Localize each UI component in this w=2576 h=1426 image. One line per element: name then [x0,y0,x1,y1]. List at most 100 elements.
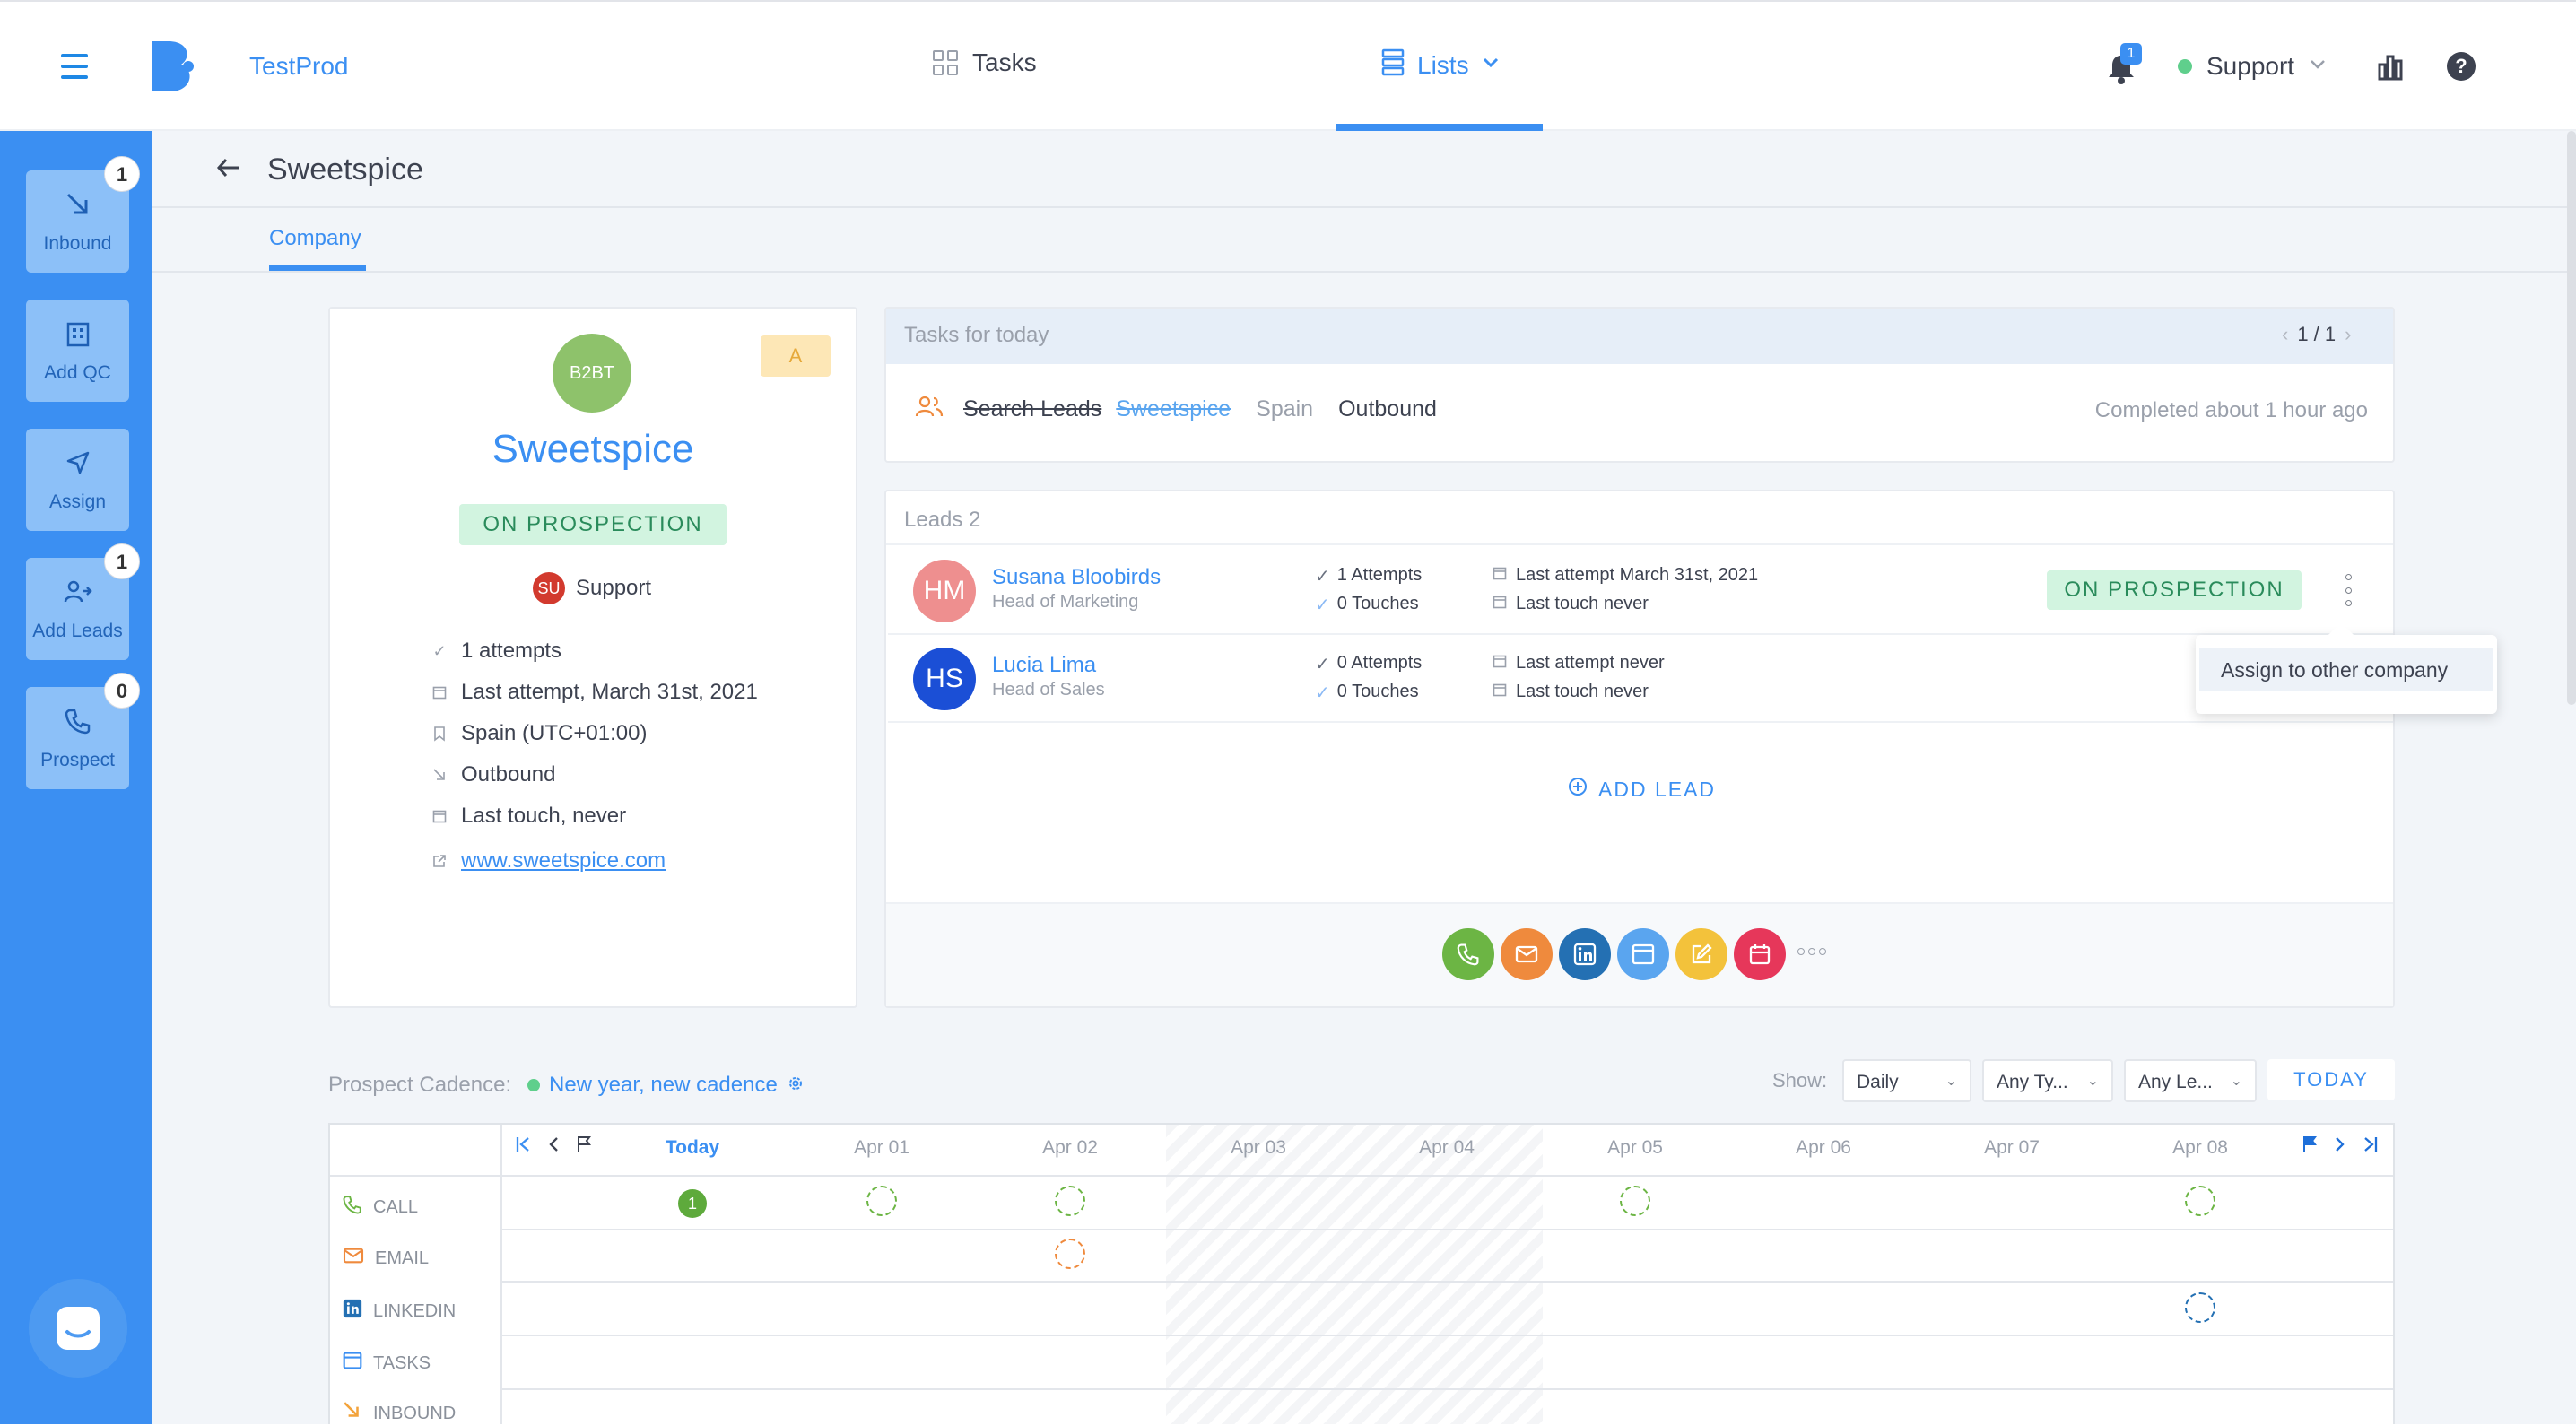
company-owner[interactable]: SU Support [533,572,651,604]
task-row[interactable]: Search Leads Sweetspice Spain Outbound [915,395,1437,424]
last-page-icon[interactable] [2363,1135,2379,1158]
channel-inbound: INBOUND [343,1401,456,1426]
scheduled-call-marker[interactable] [1620,1186,1650,1216]
calendar-nav-end[interactable] [2302,1135,2379,1158]
help-button[interactable]: ? [2447,52,2476,81]
more-horizontal-icon[interactable] [1797,948,1826,955]
menu-icon[interactable] [61,54,88,86]
sidebar-item-add-leads[interactable]: Add Leads 1 [26,543,140,660]
day-header: Apr 03 [1231,1137,1286,1158]
email-action-button[interactable] [1501,928,1553,980]
active-tab-indicator [1336,124,1543,131]
lead-row[interactable]: HS Lucia Lima Head of Sales ✓ 0 Attempts … [888,635,2393,723]
menu-item-assign-other-company[interactable]: Assign to other company [2199,648,2493,691]
marker-count: 1 [687,1195,697,1213]
cadence-name-link[interactable]: New year, new cadence [527,1073,805,1098]
lead-row[interactable]: HM Susana Bloobirds Head of Marketing ✓ 1… [888,547,2393,635]
scheduled-call-marker[interactable] [2185,1186,2215,1216]
day-header: Apr 06 [1796,1137,1851,1158]
tasks-pagination: ‹ 1 / 1 › [2282,323,2351,346]
scheduled-linkedin-marker[interactable] [2185,1292,2215,1323]
lead-attempts: ✓ 1 Attempts [1315,565,1422,587]
notifications-button[interactable]: 1 [2106,43,2142,84]
call-action-button[interactable] [1442,928,1494,980]
gear-icon[interactable] [787,1074,805,1097]
lead-select[interactable]: Any Le... ⌄ [2124,1059,2257,1102]
flag-icon[interactable] [2302,1135,2318,1158]
tasks-action-button[interactable] [1617,928,1669,980]
chevron-right-icon[interactable] [2334,1135,2346,1158]
lead-touches-label: 0 Touches [1336,594,1419,613]
company-status-badge[interactable]: ON PROSPECTION [459,504,727,545]
active-subtab-indicator [269,265,366,271]
more-vertical-icon[interactable] [2343,574,2354,606]
check-icon: ✓ [432,641,447,660]
channel-label: LINKEDIN [373,1300,457,1321]
lead-name[interactable]: Susana Bloobirds [992,565,1162,589]
chevron-right-icon[interactable]: › [2345,323,2352,345]
scheduled-email-marker[interactable] [1055,1239,1085,1269]
completed-call-marker[interactable]: 1 [678,1189,707,1218]
tasks-icon [1632,943,1655,965]
scrollbar[interactable] [2567,131,2576,705]
note-icon [1692,943,1712,964]
mail-icon [343,1247,364,1270]
tasks-card-header [886,309,2393,364]
sidebar-item-prospect[interactable]: Prospect 0 [26,673,140,789]
leads-header: Leads 2 [904,508,981,532]
calendar-icon [1749,944,1771,965]
note-action-button[interactable] [1675,928,1727,980]
meeting-action-button[interactable] [1734,928,1786,980]
day-header: Apr 08 [2172,1137,2228,1158]
detail-text: Spain (UTC+01:00) [461,721,648,745]
chevron-left-icon[interactable] [547,1135,560,1158]
scheduled-call-marker[interactable] [866,1186,897,1216]
task-company[interactable]: Sweetspice [1116,396,1231,422]
detail-text: Outbound [461,762,556,787]
tab-company[interactable]: Company [269,226,361,250]
company-card [328,307,857,1008]
nav-tab-tasks[interactable]: Tasks [933,48,1037,77]
linkedin-action-button[interactable] [1559,928,1611,980]
chevron-down-icon: ⌄ [2086,1074,2099,1089]
detail-website[interactable]: www.sweetspice.com [431,848,666,874]
weekend-hatch [1166,1125,1543,1424]
calendar-nav-start[interactable] [515,1135,592,1158]
frequency-select[interactable]: Daily ⌄ [1842,1059,1971,1102]
chevron-down-icon: ⌄ [2230,1074,2242,1089]
add-lead-button[interactable]: ADD LEAD [1568,777,1716,802]
flag-icon[interactable] [576,1135,592,1158]
nav-tab-lists[interactable]: Lists [1381,48,1500,82]
type-select[interactable]: Any Ty... ⌄ [1982,1059,2113,1102]
app-name[interactable]: TestProd [249,52,349,80]
top-bar: TestProd Tasks Lists 1 Support ? [0,0,2576,131]
first-page-icon[interactable] [515,1135,531,1158]
sidebar-item-assign[interactable]: Assign [26,429,129,531]
company-avatar: B2BT [553,334,631,413]
sidebar: Inbound 1 Add QC Assign Add Leads 1 Pros… [0,131,152,1424]
today-button[interactable]: TODAY [2267,1059,2395,1100]
reports-button[interactable] [2377,54,2404,85]
calendar-icon [431,683,448,701]
phone-icon [26,703,129,739]
chat-launcher[interactable] [29,1279,127,1378]
tasks-header-title: Tasks for today [904,323,1049,347]
back-button[interactable] [215,156,242,184]
sidebar-item-add-qc[interactable]: Add QC [26,300,129,402]
chevron-left-icon[interactable]: ‹ [2282,323,2289,345]
list-icon [1381,48,1405,82]
lead-status-badge[interactable]: ON PROSPECTION [2047,570,2302,610]
cadence-label: Prospect Cadence: [328,1073,512,1097]
detail-text: 1 attempts [461,639,562,663]
scheduled-call-marker[interactable] [1055,1186,1085,1216]
check-icon: ✓ [1315,567,1330,587]
website-link[interactable]: www.sweetspice.com [461,848,666,873]
lead-name[interactable]: Lucia Lima [992,653,1097,677]
owner-avatar: SU [533,572,565,604]
app-logo[interactable] [149,39,199,93]
user-menu[interactable]: Support [2178,52,2327,81]
sidebar-item-inbound[interactable]: Inbound 1 [26,156,140,273]
external-link-icon [431,852,448,870]
grid-icon [933,50,958,75]
lead-title: Head of Marketing [992,592,1139,612]
